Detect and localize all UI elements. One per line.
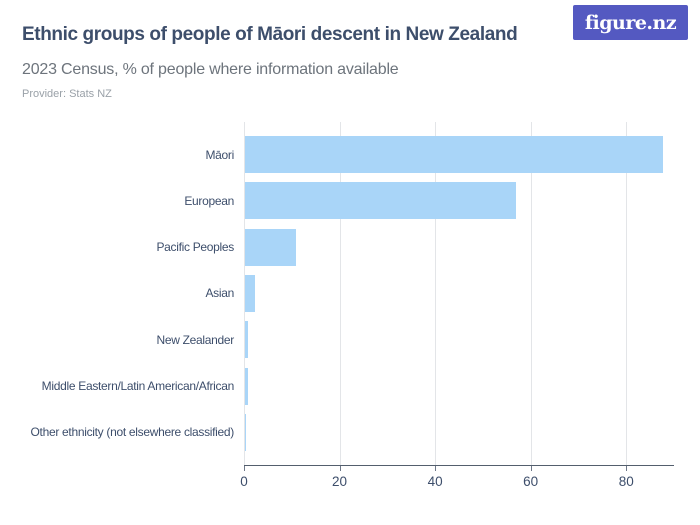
bar (245, 367, 248, 405)
tick-label-20: 20 (332, 474, 348, 489)
category-label: New Zealander (156, 332, 235, 347)
tick-label-40: 40 (427, 474, 443, 489)
bar (245, 321, 248, 359)
figurenz-logo[interactable]: figure.nz (573, 5, 688, 40)
bar (245, 228, 297, 266)
bar (245, 136, 664, 173)
x-axis-line (244, 465, 674, 466)
category-label: Pacific Peoples (156, 240, 234, 255)
figurenz-logo-text: figure.nz (584, 11, 677, 34)
category-label: Asian (205, 286, 234, 301)
gridline-0 (244, 122, 245, 465)
bar (245, 274, 256, 312)
gridline-20 (339, 122, 341, 465)
tick-40 (435, 466, 437, 471)
category-label: European (184, 193, 234, 208)
page-title: Ethnic groups of people of Māori descent… (22, 24, 518, 45)
tick-20 (339, 466, 341, 471)
gridline-80 (626, 122, 628, 465)
category-label: Middle Eastern/Latin American/African (41, 379, 235, 393)
gridline-40 (435, 122, 437, 465)
category-label: Māori (205, 147, 234, 162)
tick-0 (244, 466, 245, 471)
category-label: Other ethnicity (not elsewhere classifie… (30, 425, 235, 440)
tick-60 (530, 466, 532, 471)
chart-subtitle: 2023 Census, % of people where informati… (22, 61, 399, 78)
tick-label-0: 0 (240, 474, 248, 489)
tick-label-60: 60 (523, 474, 539, 489)
provider-note: Provider: Stats NZ (22, 88, 112, 100)
gridline-60 (530, 122, 532, 465)
y-axis-labels: Māori European Pacific Peoples Asian New Zea… (0, 122, 235, 465)
tick-label-80: 80 (618, 474, 634, 489)
bar (245, 182, 516, 220)
tick-80 (626, 466, 628, 471)
plot-area: 0 20 40 60 80 (240, 122, 674, 489)
